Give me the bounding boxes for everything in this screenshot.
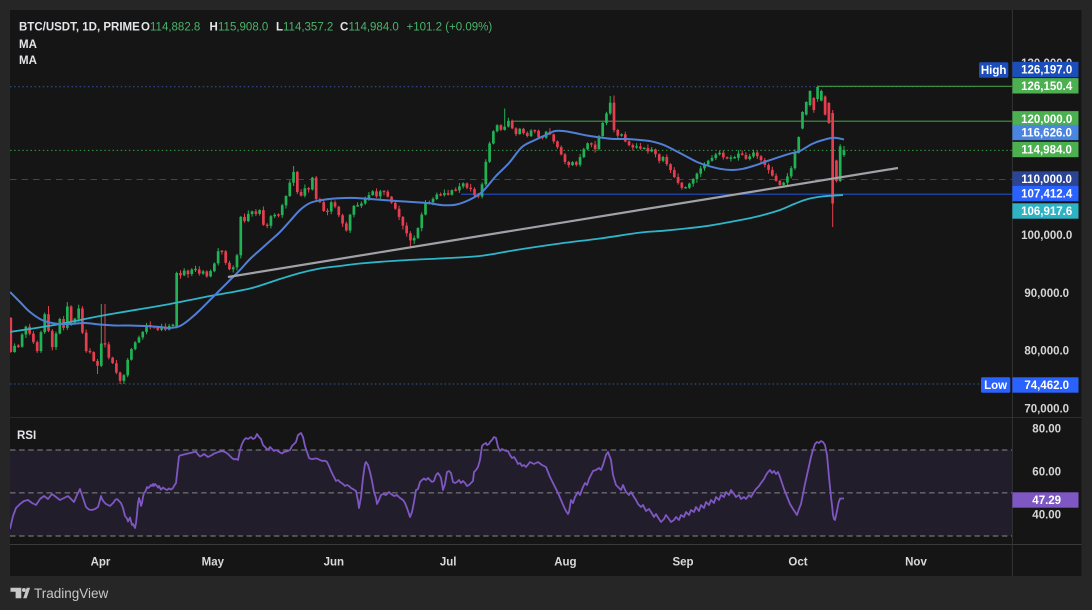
svg-text:70,000.0: 70,000.0 (1024, 404, 1069, 416)
svg-text:Jun: Jun (324, 557, 344, 569)
svg-text:High: High (981, 65, 1007, 77)
svg-text:126,150.4: 126,150.4 (1021, 81, 1073, 93)
svg-text:106,917.6: 106,917.6 (1021, 206, 1072, 218)
svg-text:MA: MA (19, 39, 37, 51)
svg-text:TradingView: TradingView (34, 586, 109, 601)
svg-text:120,000.0: 120,000.0 (1021, 114, 1072, 126)
svg-text:47.29: 47.29 (1032, 495, 1061, 507)
svg-text:Sep: Sep (672, 557, 693, 569)
svg-text:126,197.0: 126,197.0 (1021, 65, 1072, 77)
svg-text:100,000.0: 100,000.0 (1021, 230, 1072, 242)
svg-text:40.00: 40.00 (1032, 510, 1061, 522)
svg-text:90,000.0: 90,000.0 (1024, 288, 1069, 300)
svg-text:Low: Low (984, 380, 1007, 392)
svg-text:MA: MA (19, 55, 37, 67)
svg-text:80.00: 80.00 (1032, 424, 1061, 436)
svg-text:74,462.0: 74,462.0 (1024, 380, 1069, 392)
svg-text:60.00: 60.00 (1032, 466, 1061, 478)
svg-text:RSI: RSI (17, 430, 36, 442)
svg-text:116,626.0: 116,626.0 (1021, 128, 1072, 140)
svg-text:Jul: Jul (440, 557, 457, 569)
svg-text:110,000.0: 110,000.0 (1021, 174, 1072, 186)
svg-text:80,000.0: 80,000.0 (1024, 346, 1069, 358)
svg-text:BTC/USDT, 1D, PRIMEO114,882.8H: BTC/USDT, 1D, PRIMEO114,882.8 H115,908.0 L… (19, 22, 492, 34)
svg-text:107,412.4: 107,412.4 (1021, 189, 1073, 201)
svg-text:Apr: Apr (91, 557, 111, 569)
svg-text:Oct: Oct (788, 557, 807, 569)
svg-text:May: May (202, 557, 225, 569)
svg-text:Nov: Nov (905, 557, 927, 569)
svg-text:114,984.0: 114,984.0 (1021, 145, 1072, 157)
svg-text:Aug: Aug (554, 557, 576, 569)
